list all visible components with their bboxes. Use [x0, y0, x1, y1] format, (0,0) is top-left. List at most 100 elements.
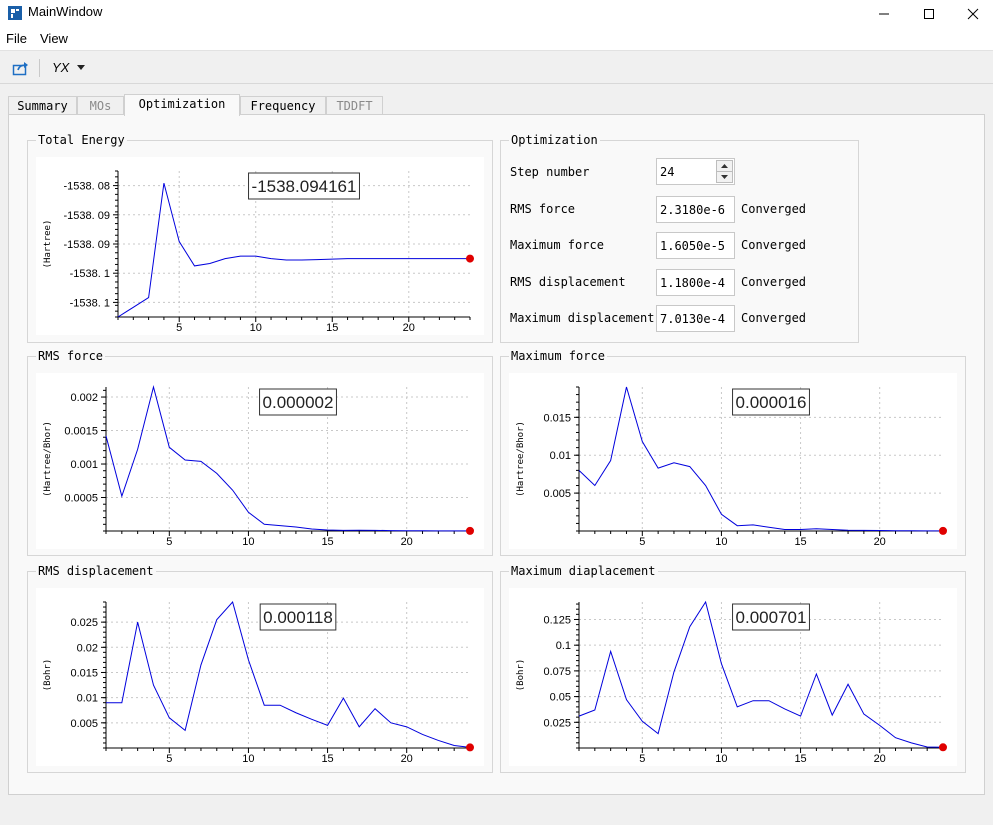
tab-optimization[interactable]: Optimization [124, 94, 240, 116]
maxforce-svg[interactable]: 5 10 15 20 0.005 0.01 0.015 (Hartree/Bhor) 0.000… [509, 373, 957, 549]
max-displacement-chart[interactable]: 5 10 15 20 0.025 0.05 0.075 0.1 0.125 (Bohr) 0.000… [509, 588, 957, 766]
x-tick-label: 20 [874, 753, 886, 765]
step-number-label: Step number [510, 165, 590, 179]
current-step-marker [939, 526, 947, 535]
max-force-status: Converged [741, 238, 807, 252]
y-axis-label: (Bohr) [43, 659, 53, 692]
rms-force-status: Converged [741, 202, 807, 216]
close-button[interactable] [950, 0, 993, 28]
value-readout: 0.000701 [732, 603, 810, 631]
rms-displacement-field[interactable]: 1.1800e-4 [656, 269, 735, 296]
tab-tddft[interactable]: TDDFT [326, 96, 383, 116]
rms-force-chart[interactable]: 5 10 15 20 0.0005 0.001 0.0015 0.002 (Hartree/Bh… [36, 373, 484, 549]
x-tick-label: 15 [326, 322, 338, 334]
max-displacement-label: Maximum displacement [510, 311, 655, 325]
value-readout: 0.000118 [259, 603, 337, 631]
max-force-label: Maximum force [510, 238, 604, 252]
toolbar: YX [0, 50, 993, 84]
y-tick-label: 0.002 [70, 392, 98, 404]
value-readout-text: -1538.094161 [252, 177, 357, 196]
x-tick-label: 20 [401, 753, 413, 765]
rms-force-label: RMS force [510, 202, 576, 216]
close-icon [967, 8, 979, 20]
y-tick-label: -1538. 09 [64, 210, 110, 222]
rms-displacement-chart[interactable]: 5 10 15 20 0.005 0.01 0.015 0.02 0.025 (Bohr) 0.00… [36, 588, 484, 766]
app-icon [8, 6, 22, 20]
y-axis-label: (Hartree/Bhor) [43, 421, 53, 497]
chevron-down-icon [721, 175, 728, 179]
max-force-chart[interactable]: 5 10 15 20 0.005 0.01 0.015 (Hartree/Bhor) 0.000… [509, 373, 957, 549]
total-energy-chart[interactable]: 5 10 15 20 -1538. 1 -1538. 1 -1538. 09 -1538. 0… [36, 157, 484, 335]
x-tick-label: 15 [794, 753, 806, 765]
energy-svg[interactable]: 5 10 15 20 -1538. 1 -1538. 1 -1538. 09 -1538. 0… [36, 157, 484, 335]
y-tick-label: -1538. 1 [70, 268, 110, 280]
y-tick-label: 0.001 [70, 459, 98, 471]
series-line [578, 386, 944, 532]
x-tick-label: 15 [794, 536, 806, 548]
value-readout-box [248, 172, 360, 200]
max-force-field[interactable]: 1.6050e-5 [656, 232, 735, 259]
value-readout: -1538.094161 [248, 172, 360, 200]
y-tick-label: 0.005 [70, 718, 98, 730]
y-tick-label: -1538. 09 [64, 239, 110, 251]
y-tick-label: 0.025 [543, 717, 571, 729]
y-axis-label: (Hartree) [43, 220, 53, 269]
max-displacement-field[interactable]: 7.0130e-4 [656, 305, 735, 332]
series-line [117, 183, 470, 318]
spin-buttons [716, 160, 733, 183]
maximize-icon [924, 9, 934, 19]
rms-displacement-chart-title: RMS displacement [36, 564, 156, 578]
max-displacement-group: Maximum diaplacement 5 10 15 20 0.025 0.05 0.0… [500, 564, 966, 773]
y-tick-label: 0.015 [70, 667, 98, 679]
step-number-spinbox[interactable]: 24 [656, 158, 735, 185]
maxdisp-svg[interactable]: 5 10 15 20 0.025 0.05 0.075 0.1 0.125 (Bohr) 0.000… [509, 588, 957, 766]
value-readout-text: 0.000016 [736, 393, 807, 412]
optimization-status-title: Optimization [509, 133, 600, 147]
current-step-marker [939, 743, 947, 752]
y-tick-label: 0.005 [543, 488, 571, 500]
maximize-button[interactable] [906, 0, 952, 28]
optimization-status-group: Optimization Step number 24 RMS force 2.… [500, 133, 859, 343]
value-readout-box [732, 603, 810, 631]
rmsdisp-svg[interactable]: 5 10 15 20 0.005 0.01 0.015 0.02 0.025 (Bohr) 0.00… [36, 588, 484, 766]
chevron-up-icon [721, 164, 728, 168]
rmsforce-svg[interactable]: 5 10 15 20 0.0005 0.001 0.0015 0.002 (Hartree/Bh… [36, 373, 484, 549]
y-tick-label: 0.015 [543, 412, 571, 424]
y-tick-label: 0.0015 [64, 426, 98, 438]
tab-mos[interactable]: MOs [77, 96, 124, 116]
x-tick-label: 15 [321, 536, 333, 548]
dropdown-arrow-icon[interactable] [77, 65, 85, 70]
spin-down-button[interactable] [716, 171, 733, 183]
minimize-button[interactable] [861, 0, 907, 28]
y-axis-label: (Bohr) [516, 659, 526, 692]
menu-view[interactable]: View [40, 31, 68, 46]
total-energy-group: Total Energy 5 10 15 20 -1538. 1 -1538. 1 -153… [27, 133, 493, 343]
tab-frequency[interactable]: Frequency [240, 96, 326, 116]
x-tick-label: 10 [242, 753, 254, 765]
rms-displacement-group: RMS displacement 5 10 15 20 0.005 0.01 0.015 0.… [27, 564, 493, 773]
x-tick-label: 10 [715, 753, 727, 765]
rms-force-chart-title: RMS force [36, 349, 106, 363]
axis-mode-dropdown[interactable]: YX [52, 60, 70, 75]
x-tick-label: 15 [321, 753, 333, 765]
x-tick-label: 5 [639, 536, 645, 548]
current-step-marker [466, 743, 474, 752]
y-tick-label: 0.01 [77, 693, 98, 705]
x-tick-label: 10 [242, 536, 254, 548]
menu-file[interactable]: File [6, 31, 27, 46]
x-tick-label: 5 [166, 536, 172, 548]
x-tick-label: 20 [874, 536, 886, 548]
max-displacement-chart-title: Maximum diaplacement [509, 564, 658, 578]
value-readout-text: 0.000701 [736, 608, 807, 627]
current-step-marker [466, 526, 474, 535]
y-tick-label: -1538. 1 [70, 297, 110, 309]
y-tick-label: 0.1 [556, 640, 571, 652]
y-axis-label: (Hartree/Bhor) [516, 421, 526, 497]
export-button[interactable] [9, 57, 33, 79]
tab-summary[interactable]: Summary [8, 96, 77, 116]
series-line [578, 600, 944, 748]
x-tick-label: 10 [250, 322, 262, 334]
export-icon [12, 62, 28, 76]
rms-force-field[interactable]: 2.3180e-6 [656, 196, 735, 223]
value-readout-box [259, 388, 337, 416]
